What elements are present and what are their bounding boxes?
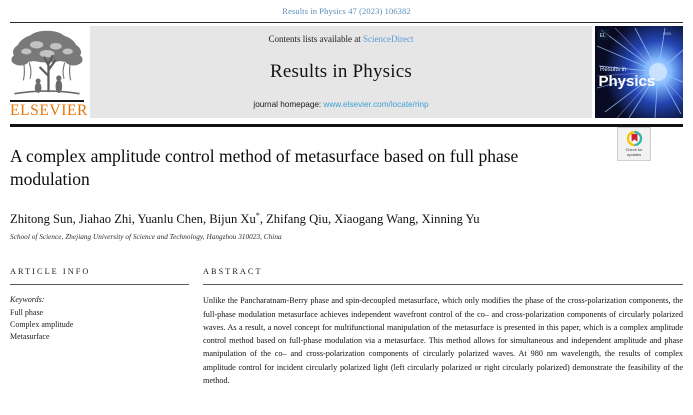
journal-cover-icon: EL ISSN Results in Physics [595,26,683,118]
journal-homepage-link[interactable]: www.elsevier.com/locate/rinp [323,100,429,109]
journal-title: Results in Physics [270,61,412,82]
title-block: A complex amplitude control method of me… [10,127,683,191]
article-info-rule [10,284,189,286]
crossmark-line2: updates [626,151,642,157]
abstract-rule [203,284,683,286]
journal-banner-panel: Contents lists available at ScienceDirec… [90,26,592,118]
keywords-label: Keywords: [10,295,45,305]
crossmark-badge[interactable]: Check for updates [617,127,651,162]
contents-list-line: Contents lists available at ScienceDirec… [269,34,414,44]
journal-homepage-line: journal homepage: www.elsevier.com/locat… [253,100,428,109]
crossmark-icon [626,131,642,147]
keyword-item: Metasurface [10,332,50,342]
corresponding-author-marker: * [255,211,260,221]
contents-prefix: Contents lists available at [268,34,363,44]
elsevier-wordmark: ELSEVIER [10,101,88,119]
journal-banner: ELSEVIER Contents lists available at Sci… [10,22,683,118]
svg-text:ISSN: ISSN [663,32,671,36]
article-info-heading: ARTICLE INFO [10,267,91,277]
info-abstract-columns: ARTICLE INFO Keywords: Full phase Comple… [10,267,683,387]
keyword-item: Complex amplitude [10,320,74,330]
abstract-column: ABSTRACT Unlike the Pancharatnam-Berry p… [203,267,683,387]
sciencedirect-link[interactable]: ScienceDirect [363,34,414,44]
abstract-text: Unlike the Pancharatnam-Berry phase and … [203,296,683,385]
elsevier-logo: ELSEVIER [10,26,88,118]
homepage-prefix: journal homepage: [253,100,324,109]
cover-large-label: Physics [599,73,656,90]
svg-text:EL: EL [600,33,606,39]
article-info-column: ARTICLE INFO Keywords: Full phase Comple… [10,267,203,343]
keyword-item: Full phase [10,307,44,317]
elsevier-logo-rule [10,100,84,102]
header-divider [10,124,683,128]
elsevier-tree-icon [10,26,84,99]
authors-head: Zhitong Sun, Jiahao Zhi, Yuanlu Chen, Bi… [10,212,256,227]
paper-title: A complex amplitude control method of me… [10,146,519,189]
abstract-heading: ABSTRACT [203,267,263,277]
authors-tail: , Zhifang Qiu, Xiaogang Wang, Xinning Yu [259,212,480,227]
crossmark-label: Check for updates [625,147,643,157]
running-head: Results in Physics 47 (2023) 106382 [282,6,411,16]
author-list: Zhitong Sun, Jiahao Zhi, Yuanlu Chen, Bi… [10,211,683,227]
crossmark-line1: Check for [625,147,643,153]
author-affiliation: School of Science, Zhejiang University o… [10,233,282,242]
cover-small-label: Results in [600,67,626,73]
